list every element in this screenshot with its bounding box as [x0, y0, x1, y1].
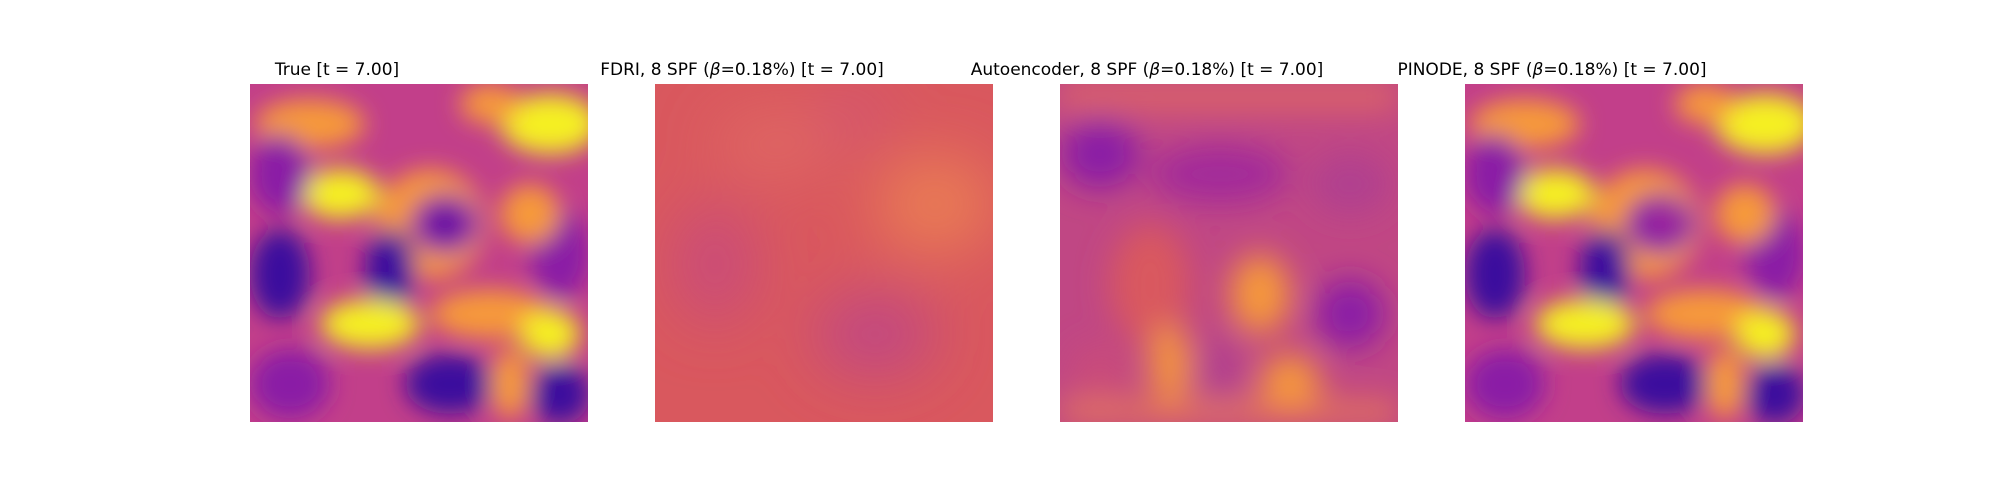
field-image-fdri: [655, 84, 993, 422]
panel-title: Autoencoder, 8 SPF (β=0.18%) [t = 7.00]: [970, 60, 1324, 80]
field-image-autoencoder: [1060, 84, 1398, 422]
field-image-true: [250, 84, 588, 422]
panel-title: FDRI, 8 SPF (β=0.18%) [t = 7.00]: [600, 60, 884, 80]
field-image-pinode: [1465, 84, 1803, 422]
panel-title: True [t = 7.00]: [274, 60, 400, 80]
panel-title: PINODE, 8 SPF (β=0.18%) [t = 7.00]: [1397, 60, 1707, 80]
